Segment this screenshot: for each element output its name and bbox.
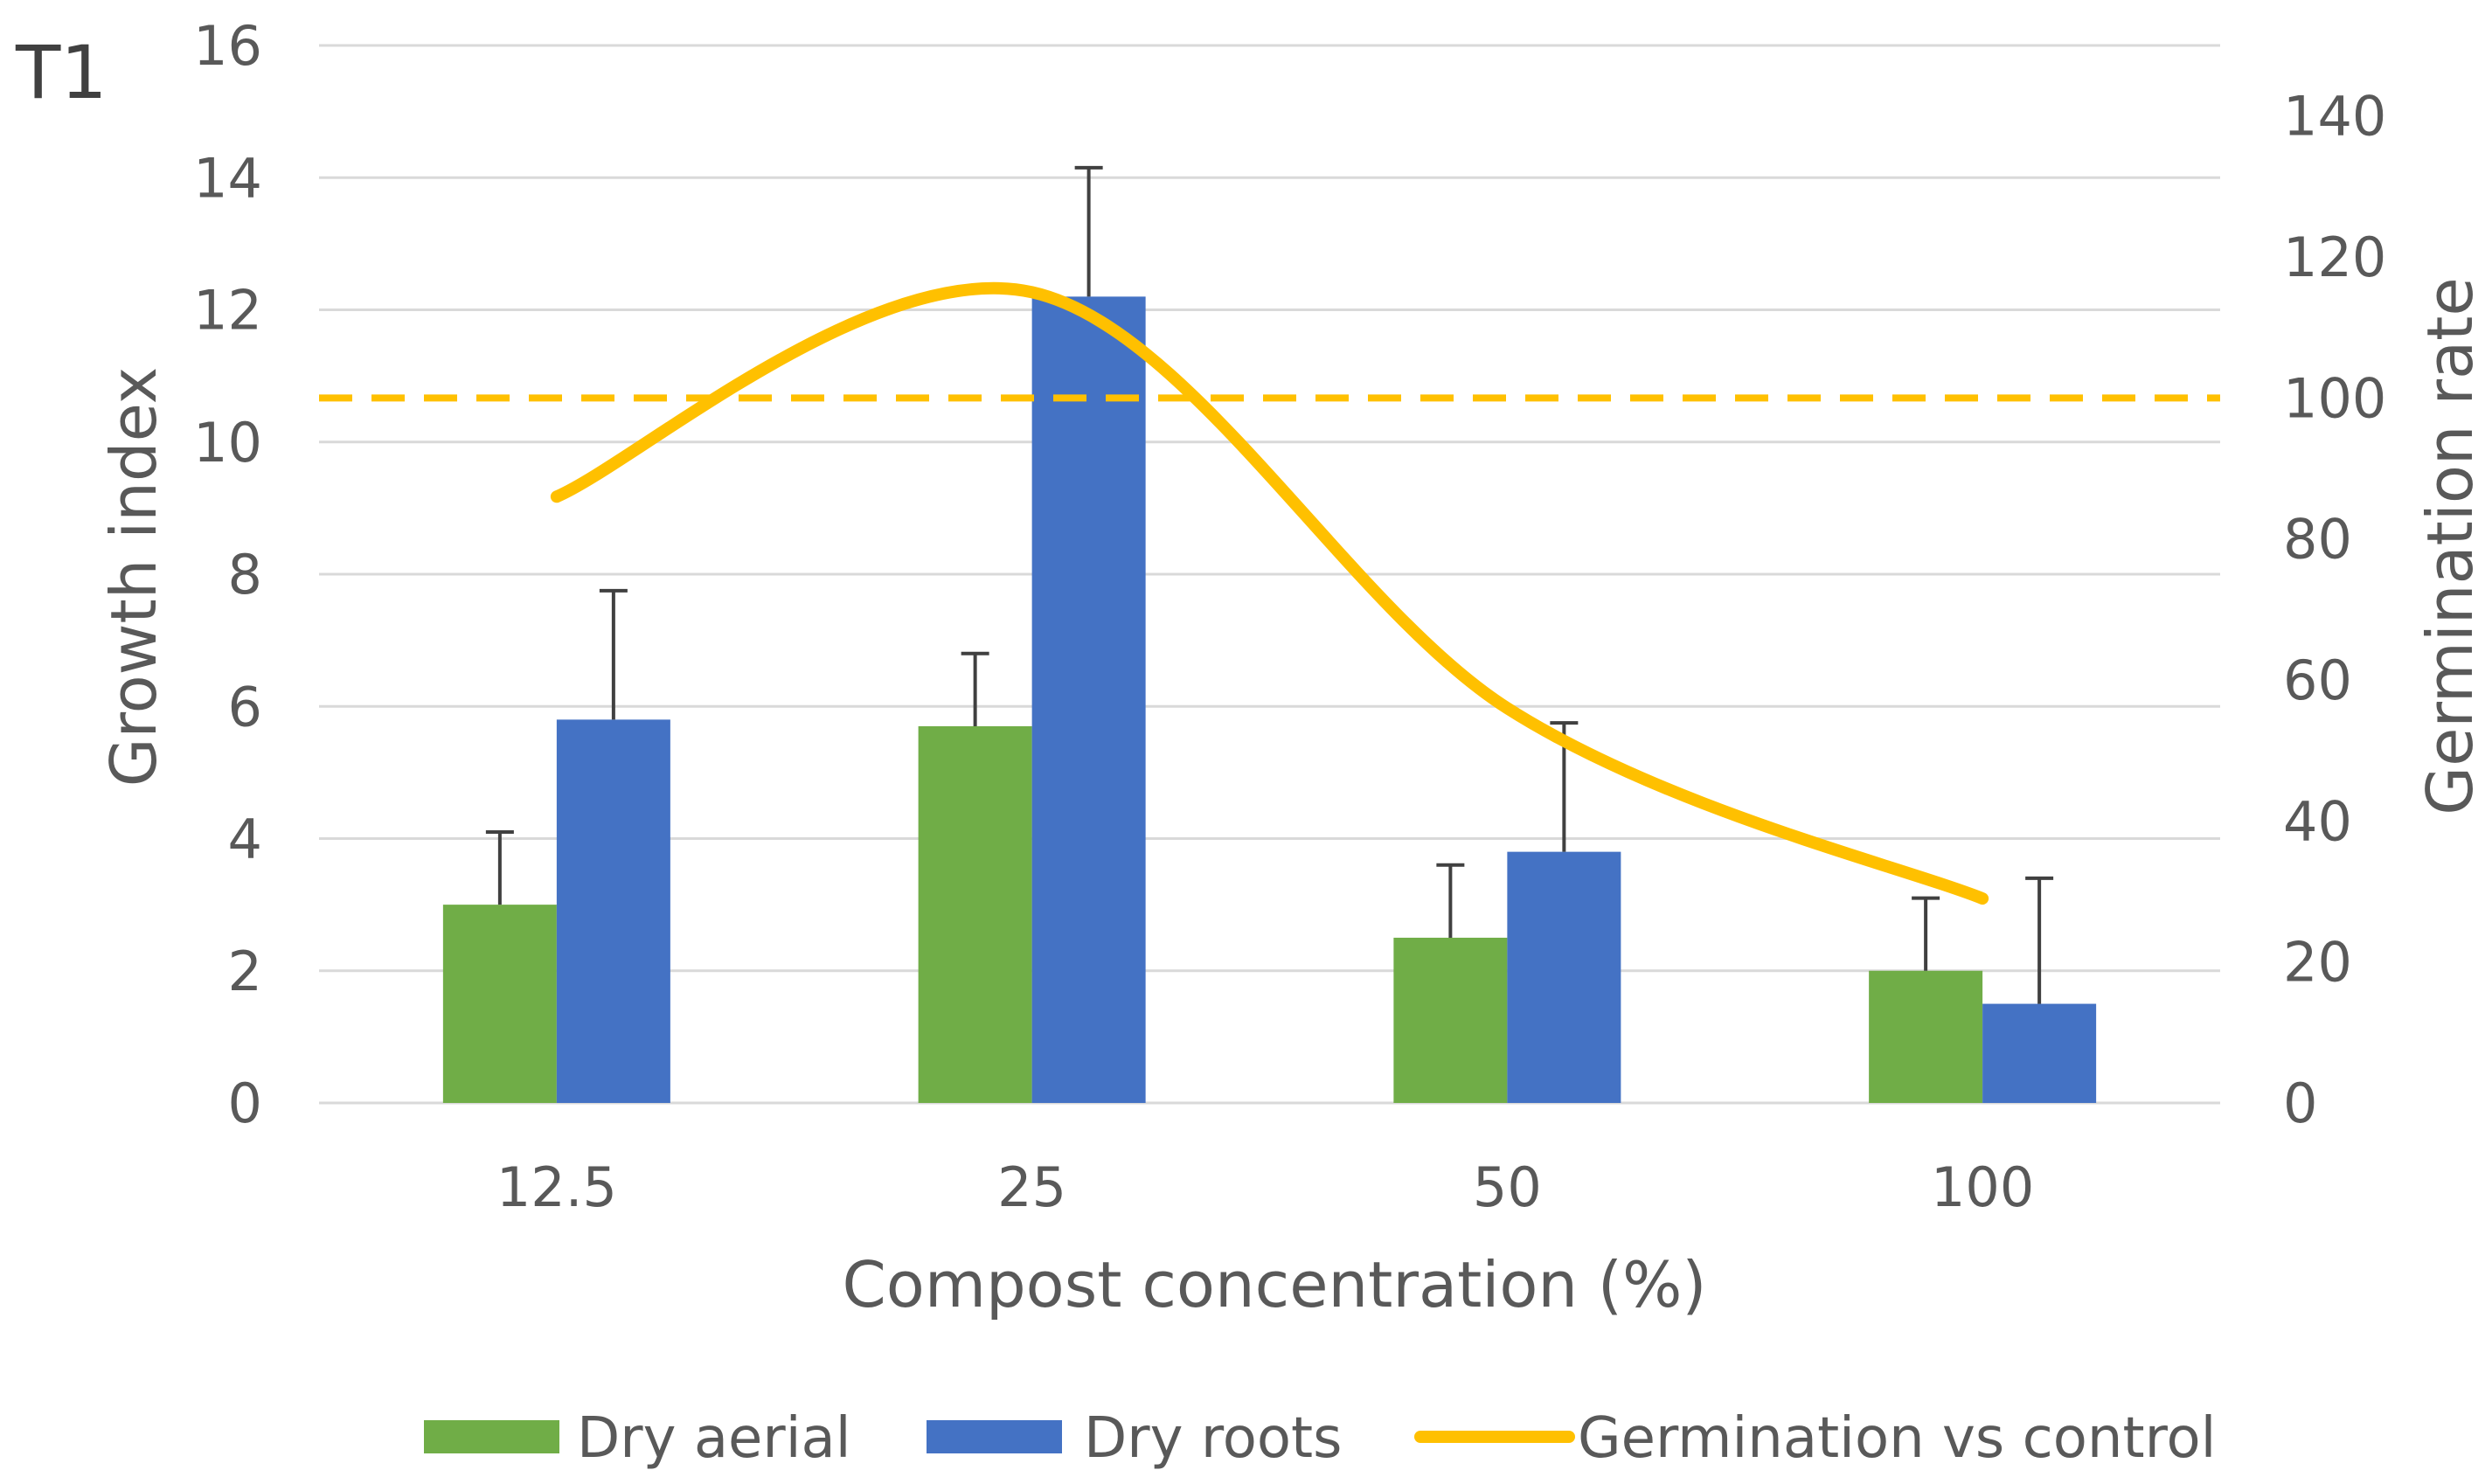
x-tick-label: 50 bbox=[1473, 1155, 1542, 1219]
bar-dry-aerial bbox=[442, 905, 557, 1103]
y2-tick-label: 60 bbox=[2283, 648, 2352, 712]
bar-dry-aerial bbox=[918, 725, 1032, 1103]
panel-label: T1 bbox=[15, 30, 108, 115]
y2-tick-label: 100 bbox=[2283, 366, 2386, 430]
bars bbox=[442, 296, 2097, 1103]
y-tick-label: 14 bbox=[193, 146, 262, 210]
legend: Dry aerial Dry roots Germination vs cont… bbox=[424, 1406, 2216, 1471]
legend-label-dry-aerial: Dry aerial bbox=[577, 1406, 851, 1471]
y-tick-label: 10 bbox=[193, 411, 262, 475]
y2-tick-label: 80 bbox=[2283, 508, 2352, 572]
y2-tick-label: 20 bbox=[2283, 931, 2352, 995]
y2-tick-label: 120 bbox=[2283, 225, 2386, 289]
y2-tick-label: 0 bbox=[2283, 1071, 2317, 1135]
y-tick-label: 4 bbox=[228, 808, 262, 871]
lines bbox=[319, 281, 2220, 905]
bar-dry-roots bbox=[1507, 851, 1621, 1103]
x-axis-ticks: 12.5 25 50 100 bbox=[496, 1155, 2034, 1219]
x-axis-title: Compost concentration (%) bbox=[843, 1248, 1707, 1321]
legend-label-germination: Germination vs control bbox=[1578, 1406, 2216, 1471]
bar-dry-aerial bbox=[1869, 970, 1983, 1103]
x-tick-label: 12.5 bbox=[496, 1155, 617, 1219]
x-tick-label: 100 bbox=[1931, 1155, 2034, 1219]
germination-line bbox=[550, 281, 1989, 905]
bar-dry-roots bbox=[1982, 1003, 2097, 1103]
y-axis-ticks: 0 2 4 6 8 10 12 14 16 bbox=[193, 14, 262, 1135]
y2-tick-label: 140 bbox=[2283, 85, 2386, 149]
y-tick-label: 6 bbox=[228, 675, 262, 739]
y-tick-label: 12 bbox=[193, 279, 262, 343]
y-tick-label: 16 bbox=[193, 14, 262, 78]
legend-swatch-dry-roots bbox=[927, 1420, 1062, 1453]
y2-axis-ticks: 0 20 40 60 80 100 120 140 bbox=[2283, 85, 2386, 1135]
y-tick-label: 2 bbox=[228, 940, 262, 1003]
x-tick-label: 25 bbox=[997, 1155, 1066, 1219]
bar-dry-aerial bbox=[1393, 937, 1508, 1103]
y2-axis-title: Germination rate bbox=[2413, 277, 2485, 815]
error-bars bbox=[485, 165, 2054, 1004]
bar-dry-roots bbox=[1031, 296, 1146, 1103]
y-tick-label: 0 bbox=[228, 1071, 262, 1135]
bar-dry-roots bbox=[556, 719, 670, 1103]
legend-label-dry-roots: Dry roots bbox=[1084, 1406, 1342, 1471]
y-tick-label: 8 bbox=[228, 543, 262, 607]
y2-tick-label: 40 bbox=[2283, 789, 2352, 853]
legend-swatch-dry-aerial bbox=[424, 1420, 559, 1453]
y-axis-title: Growth index bbox=[97, 367, 170, 787]
